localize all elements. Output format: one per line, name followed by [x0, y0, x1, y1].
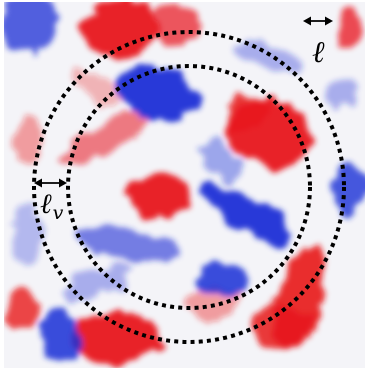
positive-vorticity-patch: [63, 111, 149, 165]
ell-arrowhead-right: [325, 16, 333, 26]
positive-vorticity-patch: [14, 118, 42, 162]
positive-vorticity-patch: [336, 6, 364, 46]
ell-arrowhead-left: [303, 16, 311, 26]
negative-vorticity-patch: [200, 184, 292, 244]
negative-vorticity-patch: [10, 206, 42, 266]
ell-v-arrowhead-right: [59, 178, 67, 188]
negative-vorticity-patch: [4, 2, 58, 50]
positive-vorticity-patch: [152, 6, 200, 46]
negative-vorticity-patch: [76, 227, 184, 261]
negative-vorticity-patch: [65, 265, 135, 299]
positive-vorticity-patch: [72, 311, 160, 365]
ell-label: ℓ: [312, 35, 325, 70]
ell-v-label-subscript: v: [53, 202, 64, 224]
ell-v-arrowhead-left: [34, 178, 42, 188]
negative-vorticity-patch: [38, 310, 82, 362]
positive-vorticity-patch: [130, 171, 190, 221]
ell-v-scale-marker: ℓv: [34, 178, 67, 224]
positive-vorticity-patch: [250, 304, 310, 348]
negative-vorticity-patch: [200, 142, 240, 178]
outer-dotted-circle: [32, 30, 346, 344]
negative-vorticity-patch: [322, 78, 358, 110]
negative-vorticity-patch: [194, 264, 250, 300]
negative-vorticity-patch: [116, 66, 200, 122]
inner-dotted-circle: [66, 64, 312, 310]
positive-vorticity-patch: [82, 2, 158, 57]
negative-vorticity-patch: [334, 162, 365, 214]
positive-vorticity-patch: [4, 286, 40, 326]
ell-v-label: ℓv: [40, 187, 64, 224]
positive-vorticity-patch: [73, 68, 127, 108]
ell-v-label-main: ℓ: [40, 187, 52, 220]
ell-scale-marker: ℓ: [303, 16, 333, 70]
positive-vorticity-patch: [226, 94, 270, 130]
